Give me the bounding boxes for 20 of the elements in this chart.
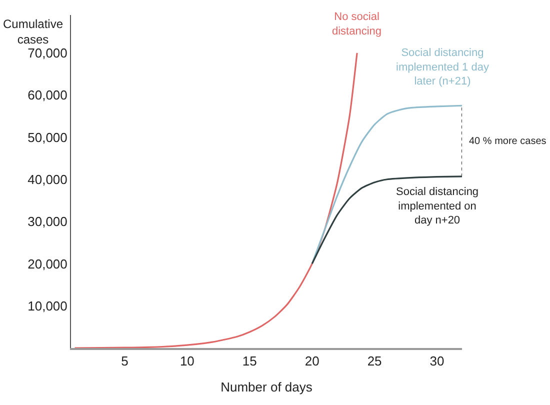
y-tick-label: 30,000	[28, 214, 68, 230]
x-axis-title: Number of days	[220, 380, 313, 395]
x-tick-label: 10	[180, 354, 194, 369]
y-tick-label: 70,000	[28, 45, 68, 60]
x-tick-label: 20	[304, 354, 320, 369]
x-tick-label: 25	[367, 354, 382, 369]
y-tick-label: 40,000	[28, 172, 68, 187]
y-tick-label: 20,000	[28, 256, 68, 272]
text: Social distancing implemented 1 day later (n+21)	[396, 47, 490, 88]
text: No social distancing	[332, 11, 382, 38]
line-series	[74, 52, 358, 348]
y-axis-title: Cumulative cases	[3, 17, 64, 47]
x-tick-label: 5	[121, 354, 128, 369]
series-label: Social distancing implemented on day n+20	[396, 186, 479, 227]
x-tick-label: 15	[242, 354, 257, 369]
x-tick-label: 30	[430, 354, 444, 369]
y-tick-label: 10,000	[28, 298, 68, 314]
y-tick-label: 50,000	[28, 130, 68, 145]
y-tick-label: 60,000	[28, 88, 68, 103]
text: 40 % more cases	[469, 136, 546, 147]
